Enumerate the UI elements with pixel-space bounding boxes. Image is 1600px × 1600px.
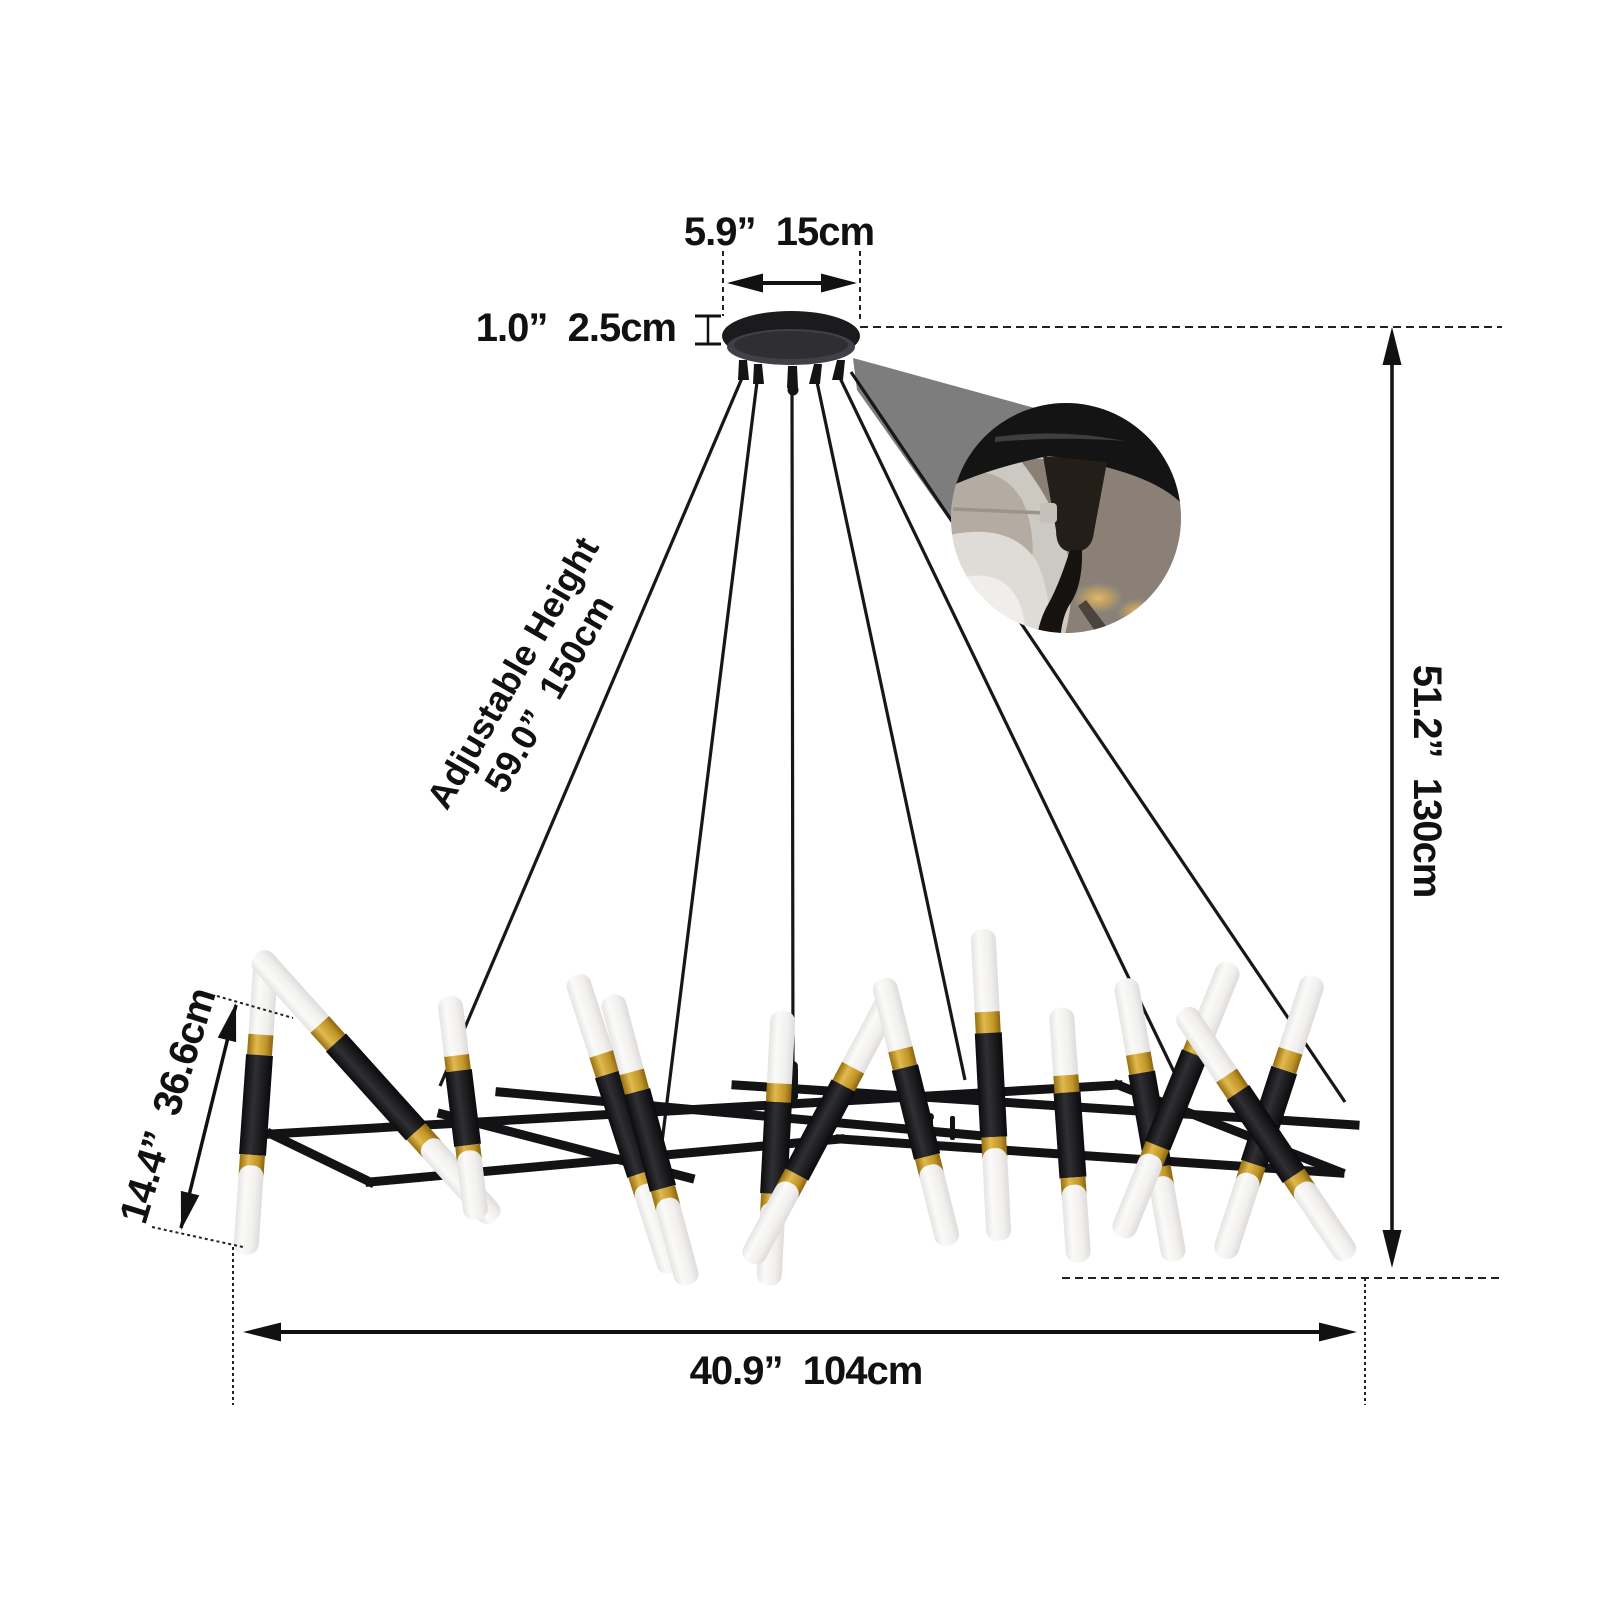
svg-text:5.9” 15cm: 5.9” 15cm	[684, 210, 874, 254]
svg-text:1.0” 2.5cm: 1.0” 2.5cm	[476, 306, 676, 350]
svg-text:51.2” 130cm: 51.2” 130cm	[1405, 665, 1449, 898]
svg-text:14.4” 36.6cm: 14.4” 36.6cm	[111, 983, 224, 1228]
svg-text:40.9” 104cm: 40.9” 104cm	[690, 1349, 923, 1393]
